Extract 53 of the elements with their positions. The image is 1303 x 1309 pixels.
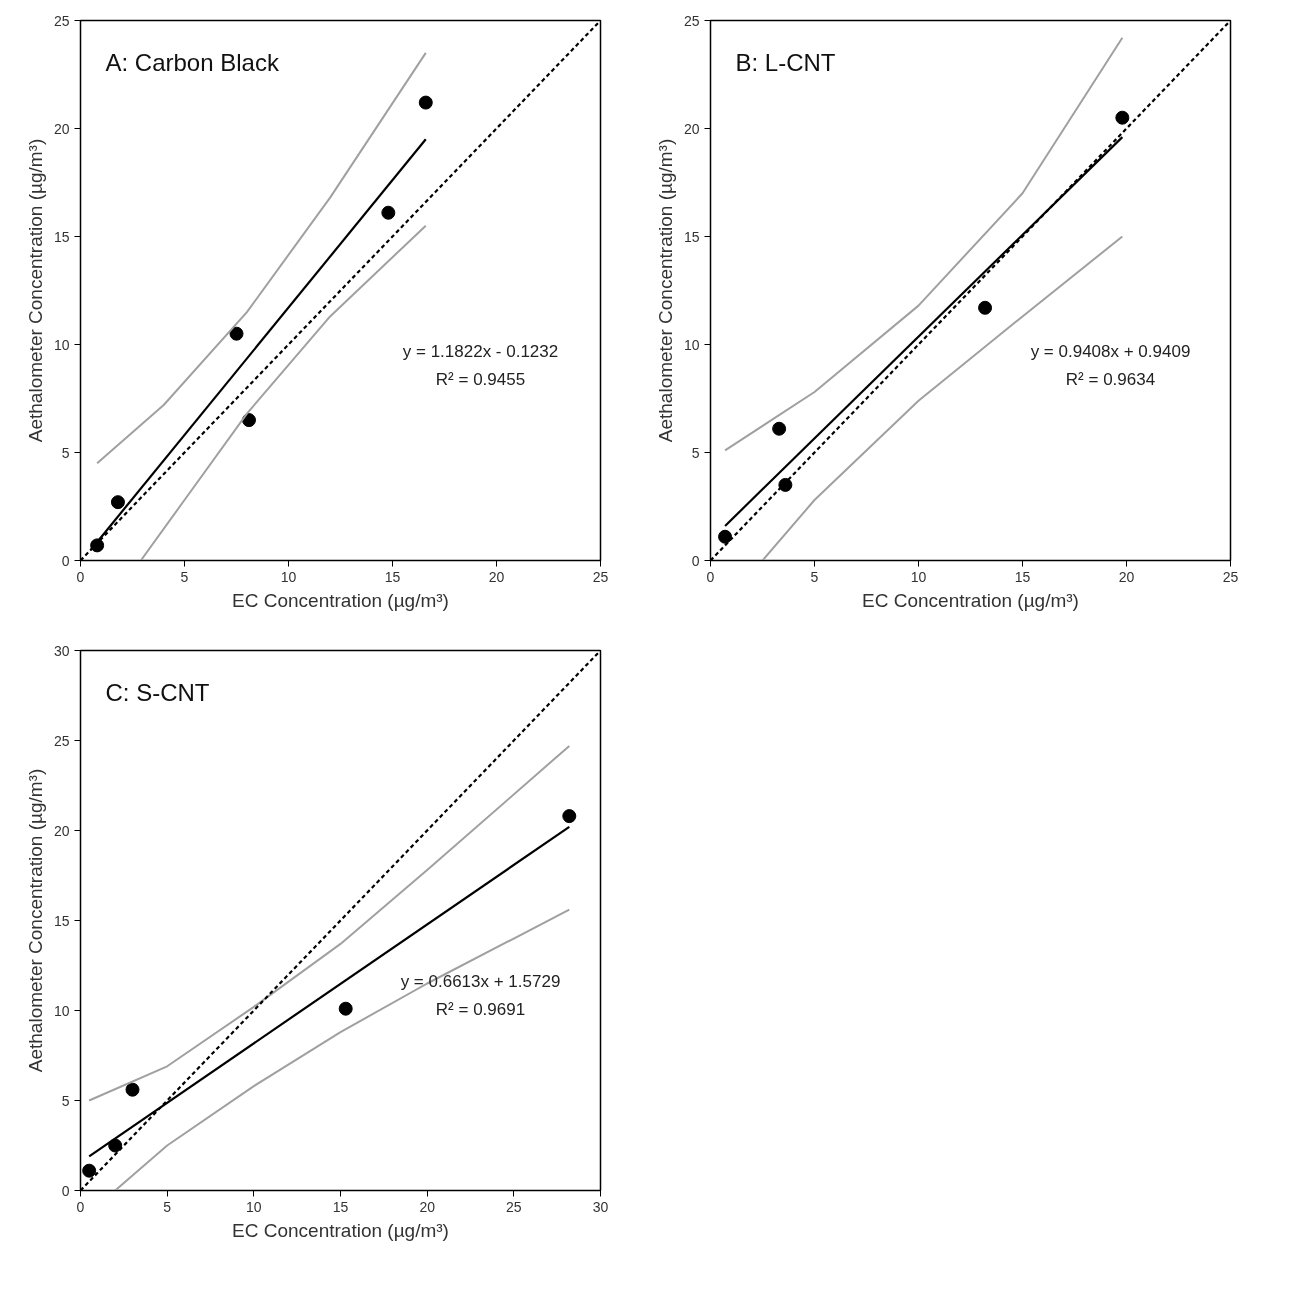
y-tick-label: 25: [53, 12, 70, 29]
x-tick-label: 5: [180, 568, 189, 585]
annotation: y = 0.6613x + 1.5729: [400, 971, 561, 991]
annotation: R² = 0.9691: [435, 999, 526, 1019]
x-tick-label: 20: [419, 1198, 436, 1215]
y-tick-label: 10: [53, 336, 70, 353]
y-tick-label: 20: [53, 822, 70, 839]
text: B: L-CNT: [735, 48, 836, 76]
x-axis-title: EC Concentration (µg/m³): [232, 589, 449, 611]
y-tick-label: 20: [53, 120, 70, 137]
text: C: S-CNT: [105, 678, 210, 706]
x-tick-label: 15: [332, 1198, 349, 1215]
y-tick-label: 15: [683, 228, 700, 245]
annotation: R² = 0.9455: [435, 369, 526, 389]
x-tick-label: 20: [488, 568, 505, 585]
x-tick-label: 5: [810, 568, 819, 585]
x-tick-label: 25: [506, 1198, 522, 1215]
y-tick-label: 5: [61, 1092, 70, 1109]
x-tick-label: 20: [1118, 568, 1135, 585]
x-tick-label: 25: [592, 568, 609, 585]
y-axis-title: Aethalometer Concentration (µg/m³): [654, 138, 676, 443]
y-axis-title: Aethalometer Concentration (µg/m³): [24, 768, 46, 1073]
x-tick-label: 10: [910, 568, 927, 585]
annotation: y = 1.1822x - 0.1232: [402, 341, 559, 361]
x-tick-label: 15: [384, 568, 401, 585]
y-tick-label: 0: [691, 552, 700, 569]
y-tick-label: 0: [61, 552, 70, 569]
y-tick-label: 15: [53, 228, 70, 245]
x-tick-label: 30: [592, 1198, 609, 1215]
y-tick-label: 10: [683, 336, 700, 353]
x-tick-label: 5: [163, 1198, 172, 1215]
y-tick-label: 25: [683, 12, 700, 29]
x-axis-title: EC Concentration (µg/m³): [862, 589, 1079, 611]
y-tick-label: 5: [691, 444, 700, 461]
x-tick-label: 0: [76, 568, 85, 585]
x-tick-label: 15: [1014, 568, 1031, 585]
x-tick-label: 25: [1222, 568, 1239, 585]
y-tick-label: 25: [53, 732, 70, 749]
x-tick-label: 10: [246, 1198, 262, 1215]
x-tick-label: 0: [76, 1198, 85, 1215]
y-tick-label: 20: [683, 120, 700, 137]
y-tick-label: 10: [53, 1002, 70, 1019]
x-axis-title: EC Concentration (µg/m³): [232, 1219, 449, 1241]
y-axis-title: Aethalometer Concentration (µg/m³): [24, 138, 46, 443]
text: A: Carbon Black: [105, 48, 280, 76]
y-tick-label: 5: [61, 444, 70, 461]
x-tick-label: 10: [280, 568, 297, 585]
y-tick-label: 30: [53, 642, 70, 659]
annotation: R² = 0.9634: [1065, 369, 1156, 389]
y-tick-label: 0: [61, 1182, 70, 1199]
x-tick-label: 0: [706, 568, 715, 585]
annotation: y = 0.9408x + 0.9409: [1030, 341, 1191, 361]
y-tick-label: 15: [53, 912, 70, 929]
